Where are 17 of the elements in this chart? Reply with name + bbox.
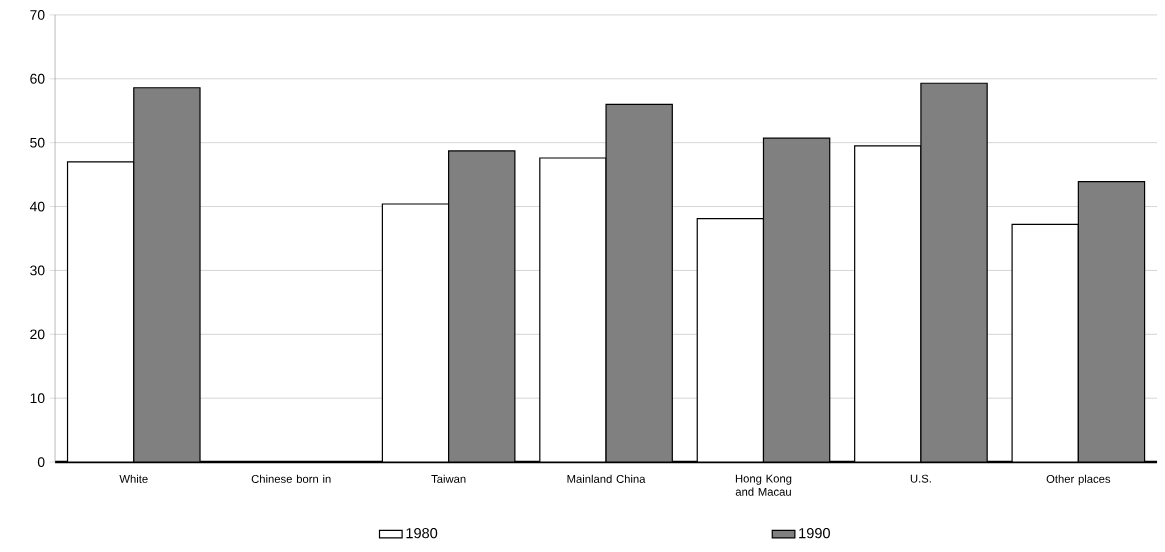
y-tick-label: 30 <box>30 265 45 276</box>
legend-label: 1990 <box>799 527 830 539</box>
y-tick-label: 10 <box>30 393 45 403</box>
y-tick-label: 20 <box>30 329 45 339</box>
x-tick-label: White <box>119 474 148 483</box>
x-tick-label: Other places <box>1046 474 1111 485</box>
x-tick-label: Chinese born in <box>251 474 331 483</box>
x-tick-label: U.S. <box>910 474 931 483</box>
y-tick-label: 0 <box>37 456 45 467</box>
y-tick-label: 60 <box>30 73 45 84</box>
y-tick-label: 50 <box>30 137 45 148</box>
x-tick-label: Mainland China <box>567 474 646 483</box>
x-tick-label: Hong Kong and Macau <box>735 474 792 496</box>
legend-label: 1980 <box>406 527 438 539</box>
y-tick-label: 40 <box>29 201 45 212</box>
y-tick-label: 70 <box>30 9 45 20</box>
x-tick-label: Taiwan <box>431 474 466 483</box>
